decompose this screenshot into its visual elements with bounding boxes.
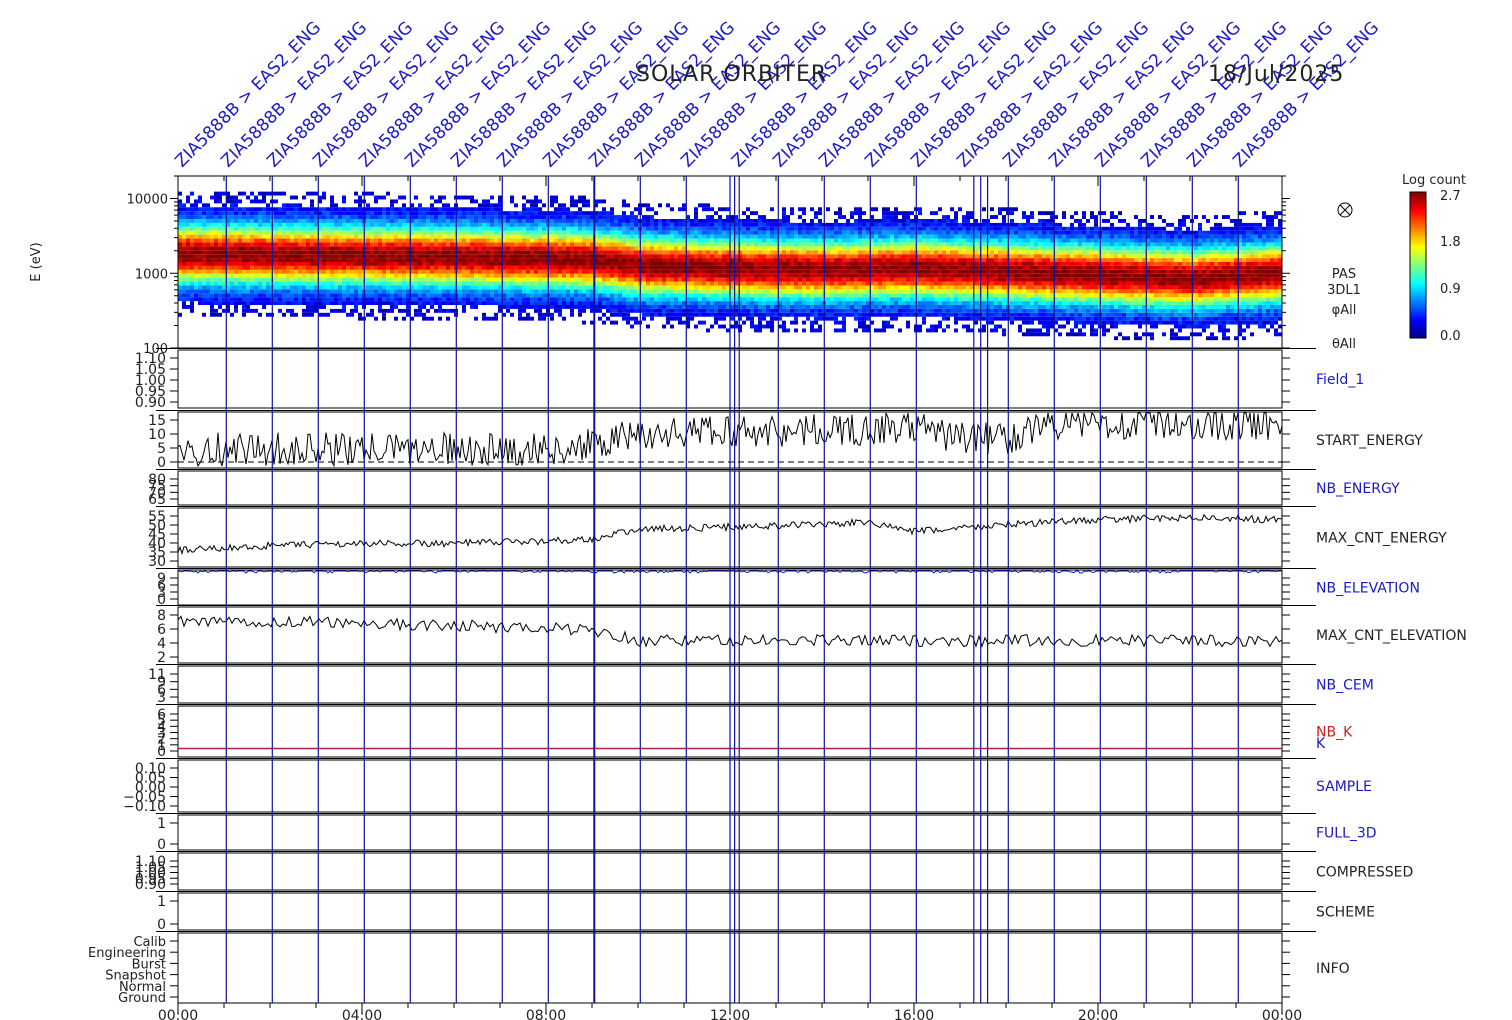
panel-tick-label: 4 — [157, 719, 166, 735]
colorbar-tick-label: 1.8 — [1440, 235, 1461, 250]
panel-label: NB_ELEVATION — [1316, 581, 1420, 597]
energy-tick-label: 10000 — [127, 193, 168, 208]
spectrogram-side-label: φAll — [1332, 303, 1357, 318]
panel-tick-label: 50 — [148, 518, 166, 534]
spectrogram-heatmap — [178, 191, 1282, 341]
time-tick-label: 00:00 — [158, 1008, 198, 1020]
panel-tick-label: 6 — [157, 578, 166, 594]
panel-tick-label: 40 — [148, 536, 166, 552]
panel-tick-label: 11 — [148, 667, 166, 683]
time-tick-label: 20:00 — [1078, 1008, 1118, 1020]
panel-label: COMPRESSED — [1316, 865, 1413, 881]
panel-tick-label: 0.95 — [135, 384, 166, 400]
panel-tick-label: 6 — [157, 707, 166, 723]
panel-tick-label: 9 — [157, 571, 166, 587]
mission-title: SOLAR ORBITER — [636, 62, 828, 87]
panel-tick-label: 2 — [157, 650, 166, 666]
panel-tick-label: 1.10 — [135, 854, 166, 870]
spectrogram-side-label: 3DL1 — [1327, 283, 1361, 298]
panel-tick-label: 3 — [157, 690, 166, 706]
time-tick-label: 04:00 — [342, 1008, 382, 1020]
panel-tick-label: 9 — [157, 675, 166, 691]
panel-tick-label: 30 — [148, 554, 166, 570]
panel-tick-label: 0.05 — [135, 771, 166, 787]
panel-tick-label: Snapshot — [105, 969, 166, 984]
panel-tick-label: 3 — [157, 726, 166, 742]
panel-tick-label: 3 — [157, 585, 166, 601]
colorbar-title: Log count — [1402, 173, 1466, 188]
panel-label: SCHEME — [1316, 905, 1375, 921]
panel-label: K — [1316, 736, 1326, 752]
panel-label: MAX_CNT_ELEVATION — [1316, 628, 1467, 644]
panel-tick-label: 0 — [157, 837, 166, 853]
panel-tick-label: 1.00 — [135, 373, 166, 389]
energy-tick-label: 100 — [143, 342, 168, 357]
panel-tick-label: 75 — [148, 479, 166, 495]
time-tick-label: 16:00 — [894, 1008, 934, 1020]
panel-tick-label: −0.05 — [123, 790, 166, 806]
colorbar-tick-label: 0.0 — [1440, 329, 1461, 344]
date-title: 18/Jul/2025 — [1208, 62, 1345, 87]
panel-tick-label: 0 — [157, 917, 166, 933]
panel-label: Field_1 — [1316, 372, 1364, 388]
panel-tick-label: 1 — [157, 738, 166, 754]
panel-tick-label: 15 — [148, 413, 166, 429]
panel-tick-label: 5 — [157, 441, 166, 457]
panel-tick-label: 1.05 — [135, 860, 166, 876]
panel-tick-label: 0 — [157, 455, 166, 471]
panel-tick-label: 1.00 — [135, 866, 166, 882]
crossed-circle-icon — [1337, 202, 1353, 218]
panel-tick-label: 4 — [157, 636, 166, 652]
panel-label: MAX_CNT_ENERGY — [1316, 531, 1447, 547]
colorbar-tick-label: 0.9 — [1440, 282, 1461, 297]
panel-label: NB_CEM — [1316, 678, 1374, 694]
panel-label: INFO — [1316, 961, 1350, 977]
spectrogram-side-label: θAll — [1332, 337, 1356, 352]
panel-label: SAMPLE — [1316, 779, 1372, 795]
panel-tick-label: 10 — [148, 427, 166, 443]
panel-label: NB_K — [1316, 725, 1353, 741]
panel-label: NB_ENERGY — [1316, 481, 1400, 497]
colorbar-tick-label: 2.7 — [1440, 189, 1461, 204]
energy-tick-label: 1000 — [135, 267, 168, 282]
panel-tick-label: −0.10 — [123, 799, 166, 815]
time-tick-label: 08:00 — [526, 1008, 566, 1020]
panel-tick-label: Burst — [132, 957, 166, 972]
panel-tick-label: Calib — [133, 935, 166, 950]
panel-tick-label: 70 — [148, 485, 166, 501]
panel-tick-label: 0.90 — [135, 395, 166, 411]
panel-tick-label: 1.05 — [135, 362, 166, 378]
panel-tick-label: 1.10 — [135, 351, 166, 367]
panel-tick-label: 65 — [148, 492, 166, 508]
panel-tick-label: 55 — [148, 509, 166, 525]
panel-tick-label: Normal — [119, 980, 166, 995]
panel-tick-label: 2 — [157, 732, 166, 748]
time-tick-label: 12:00 — [710, 1008, 750, 1020]
panel-tick-label: 8 — [157, 608, 166, 624]
panel-tick-label: 0 — [157, 744, 166, 760]
time-tick-label: 00:00 — [1262, 1008, 1302, 1020]
panel-tick-label: 6 — [157, 682, 166, 698]
colorbar-gradient — [1410, 192, 1426, 339]
panel-tick-label: 0.00 — [135, 780, 166, 796]
panel-tick-label: 1 — [157, 816, 166, 832]
spectrogram-side-label: PAS — [1332, 267, 1356, 282]
panel-tick-label: 0.90 — [135, 877, 166, 893]
panel-tick-label: 0 — [157, 592, 166, 608]
colorbar-frame — [1409, 191, 1427, 339]
panel-tick-label: 35 — [148, 545, 166, 561]
panel-tick-label: 1 — [157, 894, 166, 910]
energy-axis-label: E (eV) — [29, 242, 44, 281]
panel-tick-label: 0.10 — [135, 761, 166, 777]
panel-label: START_ENERGY — [1316, 433, 1423, 449]
panel-tick-label: Engineering — [88, 946, 166, 961]
panel-label: FULL_3D — [1316, 826, 1377, 842]
panel-tick-label: 0.95 — [135, 871, 166, 887]
panel-tick-label: 80 — [148, 472, 166, 488]
panel-tick-label: 45 — [148, 527, 166, 543]
panel-tick-label: 5 — [157, 713, 166, 729]
panel-tick-label: 6 — [157, 622, 166, 638]
panel-tick-label: Ground — [118, 991, 166, 1006]
